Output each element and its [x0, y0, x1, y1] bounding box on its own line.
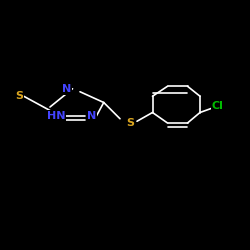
Text: HN: HN — [47, 111, 66, 121]
Text: Cl: Cl — [212, 101, 224, 111]
Text: S: S — [126, 118, 134, 128]
Text: N: N — [62, 84, 71, 94]
Text: N: N — [87, 111, 96, 121]
Text: S: S — [15, 91, 23, 101]
